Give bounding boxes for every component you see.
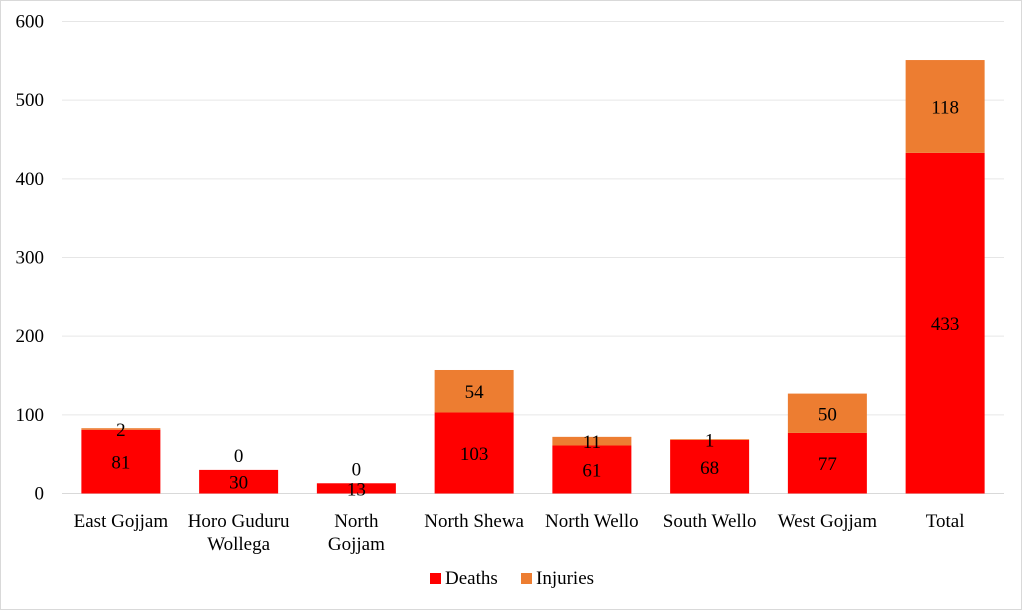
category-label: North Gojjam <box>328 511 385 555</box>
category-label: Total <box>926 511 965 532</box>
category-label: East Gojjam <box>74 511 169 532</box>
data-label-injuries: 11 <box>583 432 601 453</box>
category-label: Horo Guduru Wollega <box>188 511 290 555</box>
y-tick-label: 300 <box>16 248 45 269</box>
y-tick-label: 0 <box>35 484 45 505</box>
data-label-deaths: 68 <box>700 458 719 479</box>
category-label: South Wello <box>663 511 757 532</box>
data-label-deaths: 433 <box>931 314 960 335</box>
bar-injuries-north-shewa <box>434 369 514 413</box>
bars <box>81 60 985 494</box>
data-label-injuries: 118 <box>931 97 959 118</box>
legend-swatch-deaths <box>430 573 441 584</box>
bar-injuries-total <box>905 60 985 153</box>
y-tick-label: 600 <box>16 12 45 33</box>
gridlines <box>62 21 1004 416</box>
bar-deaths-west-gojjam <box>787 432 867 494</box>
bar-injuries-south-wello <box>670 439 750 441</box>
data-label-injuries: 54 <box>465 382 485 403</box>
data-label-injuries: 50 <box>818 404 837 425</box>
bar-deaths-north-shewa <box>434 412 514 494</box>
bar-deaths-horo-guduru-wollega <box>199 469 279 494</box>
bar-deaths-south-wello <box>670 440 750 494</box>
data-label-injuries: 2 <box>116 420 126 441</box>
legend: Deaths Injuries <box>430 568 594 589</box>
data-label-deaths: 61 <box>582 461 601 482</box>
bar-deaths-north-gojjam <box>316 483 396 494</box>
y-tick-label: 500 <box>16 90 45 111</box>
data-label-deaths: 30 <box>229 473 248 494</box>
legend-swatch-injuries <box>521 573 532 584</box>
category-label: West Gojjam <box>778 511 877 532</box>
data-label-deaths: 103 <box>460 444 489 465</box>
data-label-deaths: 77 <box>818 454 837 475</box>
bar-injuries-west-gojjam <box>787 393 867 433</box>
bar-deaths-north-wello <box>552 445 632 494</box>
bar-deaths-total <box>905 152 985 494</box>
y-tick-label: 400 <box>16 169 45 190</box>
y-tick-label: 100 <box>16 405 45 426</box>
data-label-injuries: 0 <box>352 459 362 480</box>
legend-label-injuries: Injuries <box>536 568 594 589</box>
category-label: North Shewa <box>424 511 524 532</box>
bar-injuries-east-gojjam <box>81 428 161 430</box>
data-label-injuries: 0 <box>234 446 244 467</box>
data-label-deaths: 13 <box>347 479 366 500</box>
legend-label-deaths: Deaths <box>445 568 498 589</box>
bar-deaths-east-gojjam <box>81 429 161 494</box>
bar-injuries-north-wello <box>552 436 632 446</box>
category-label: North Wello <box>545 511 639 532</box>
y-tick-label: 200 <box>16 326 45 347</box>
data-label-injuries: 1 <box>705 431 715 452</box>
data-label-deaths: 81 <box>111 453 130 474</box>
